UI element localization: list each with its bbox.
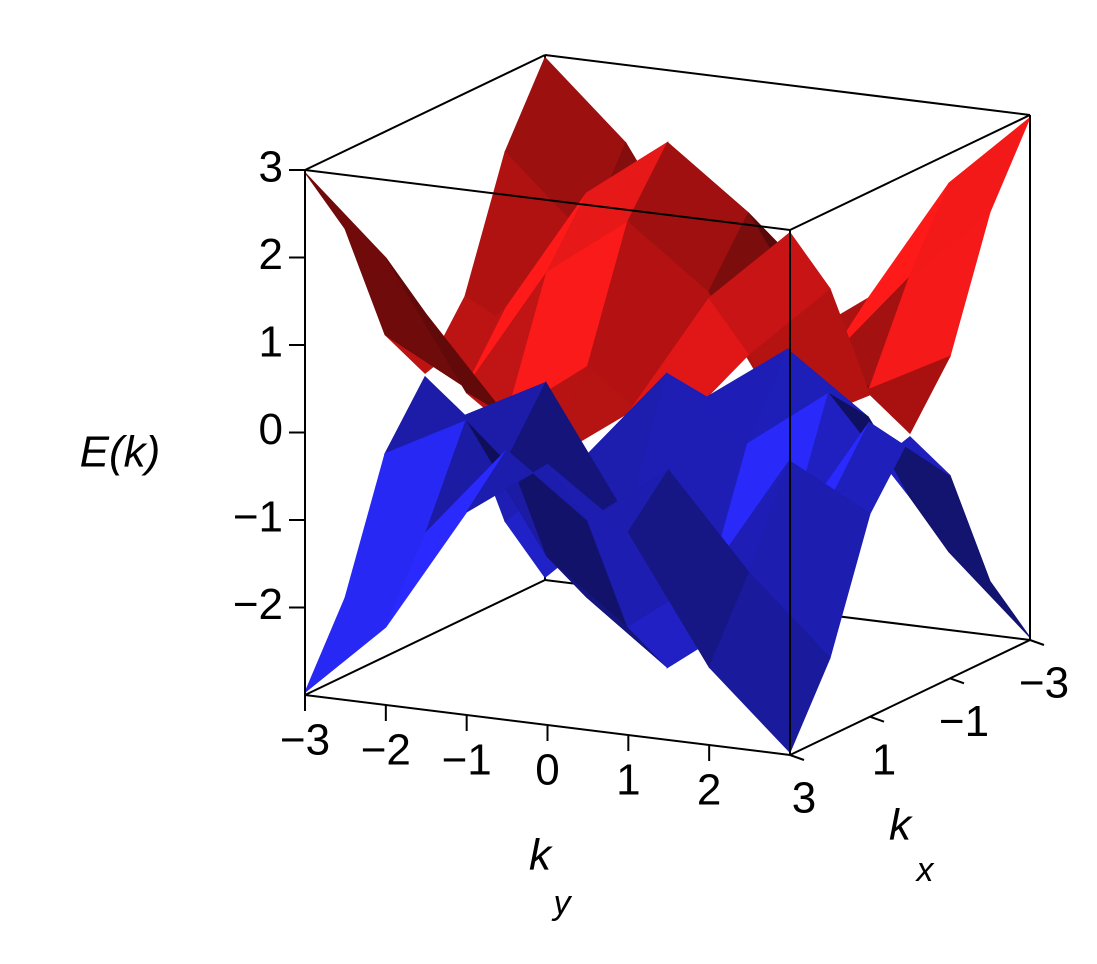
surfaces (304, 56, 1031, 754)
box-edge (304, 169, 791, 231)
z-tick-label: −1 (233, 493, 283, 542)
x-axis-label: k (889, 801, 913, 850)
surface-patch (908, 495, 1031, 638)
y-axis-label: k (529, 831, 553, 880)
surface-patch (344, 228, 467, 388)
z-axis-label: E(k) (80, 428, 161, 477)
y-tick-label: 1 (616, 756, 640, 805)
x-tick (789, 754, 805, 761)
x-tick-label: 3 (792, 774, 816, 823)
box-edge (789, 114, 1031, 231)
z-tick-label: 1 (259, 318, 283, 367)
x-axis-label-sub: x (915, 851, 935, 889)
box-edge (789, 639, 1031, 756)
z-tick-label: 3 (259, 143, 283, 192)
y-tick-label: −1 (442, 736, 492, 785)
x-tick (949, 677, 965, 685)
box-edge (304, 54, 546, 171)
x-tick-label: 1 (872, 735, 896, 784)
y-axis-label-sub: y (552, 884, 573, 922)
box-edge (544, 54, 1031, 116)
y-tick-label: 2 (697, 766, 721, 815)
y-tick-label: −2 (361, 726, 411, 775)
box-front: −2 −1 0 1 2 3 −3 −2 −1 0 1 2 −3 −1 1 3 (233, 54, 1069, 823)
z-tick-label: 0 (259, 405, 283, 454)
y-tick-label: −3 (280, 716, 330, 765)
z-tick-label: −2 (233, 580, 283, 629)
x-tick-label: −1 (939, 697, 989, 746)
z-tick-label: 2 (259, 230, 283, 279)
box-edge (304, 579, 546, 696)
x-tick (869, 715, 885, 723)
y-tick-label: 0 (535, 746, 559, 795)
x-tick (1029, 639, 1045, 646)
x-tick-label: −3 (1019, 659, 1069, 708)
